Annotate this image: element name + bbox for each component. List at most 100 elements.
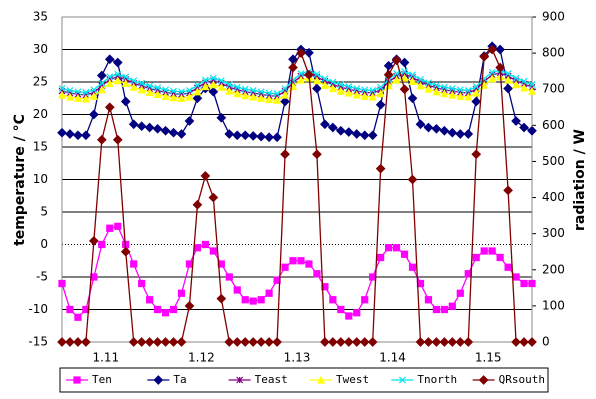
- y2-tick-label: 700: [542, 82, 565, 96]
- marker: [136, 121, 147, 132]
- marker: [281, 263, 289, 271]
- marker: [96, 70, 107, 81]
- marker: [375, 163, 386, 174]
- series-line: [61, 69, 533, 95]
- marker: [169, 305, 178, 314]
- marker: [304, 47, 314, 58]
- marker: [161, 91, 170, 100]
- marker: [463, 129, 474, 139]
- marker: [65, 129, 75, 139]
- y2-tick-label: 300: [542, 226, 565, 240]
- y2-tick-label: 100: [542, 298, 565, 312]
- marker: [168, 337, 179, 347]
- marker: [353, 85, 361, 92]
- marker: [265, 89, 273, 97]
- marker: [335, 125, 346, 136]
- marker: [144, 122, 155, 133]
- marker: [74, 88, 82, 96]
- y2-tick-label: 0: [542, 335, 550, 349]
- marker: [439, 125, 450, 136]
- marker: [232, 337, 243, 347]
- marker: [192, 93, 203, 104]
- marker: [162, 86, 169, 94]
- marker: [400, 73, 409, 82]
- marker: [464, 92, 473, 101]
- marker: [216, 112, 227, 123]
- marker: [527, 337, 537, 347]
- marker: [496, 253, 504, 262]
- marker: [353, 309, 361, 317]
- marker: [367, 337, 378, 347]
- marker: [249, 87, 257, 94]
- marker: [112, 57, 123, 68]
- marker: [471, 96, 482, 107]
- marker: [170, 87, 177, 95]
- marker: [335, 337, 346, 347]
- marker: [416, 81, 425, 90]
- marker: [208, 86, 219, 97]
- marker: [329, 296, 337, 304]
- marker: [57, 127, 67, 138]
- marker: [89, 91, 98, 100]
- marker: [424, 84, 433, 93]
- marker: [201, 82, 210, 91]
- marker: [312, 83, 322, 94]
- marker: [376, 89, 385, 98]
- marker: [272, 337, 282, 347]
- marker: [456, 289, 464, 297]
- marker: [265, 95, 274, 104]
- marker: [472, 88, 481, 97]
- marker: [320, 80, 329, 89]
- marker: [528, 279, 536, 288]
- marker: [114, 222, 122, 230]
- marker: [416, 279, 425, 288]
- marker: [495, 44, 505, 55]
- marker: [90, 86, 98, 94]
- marker: [480, 247, 488, 255]
- marker: [233, 83, 241, 91]
- marker: [448, 85, 456, 92]
- y-tick-label: -15: [28, 335, 48, 349]
- marker: [377, 253, 385, 262]
- marker: [249, 297, 257, 305]
- marker: [193, 244, 202, 252]
- x-tick-label: 1.15: [475, 351, 502, 365]
- marker: [192, 199, 203, 210]
- marker: [312, 149, 322, 160]
- marker: [385, 244, 393, 252]
- marker: [248, 337, 259, 347]
- marker: [345, 83, 353, 90]
- marker: [488, 247, 496, 255]
- marker: [512, 74, 520, 82]
- marker: [146, 82, 154, 90]
- marker: [217, 77, 225, 85]
- marker: [360, 91, 369, 100]
- marker: [130, 77, 138, 85]
- marker: [241, 91, 250, 100]
- marker: [369, 87, 377, 94]
- marker: [233, 286, 241, 294]
- marker: [66, 305, 74, 314]
- marker: [512, 273, 520, 281]
- legend-label: Tnorth: [417, 373, 457, 386]
- marker: [383, 69, 394, 80]
- marker: [128, 337, 139, 347]
- marker: [520, 83, 529, 92]
- y2-tick-label: 900: [542, 10, 565, 24]
- marker: [423, 337, 434, 347]
- marker: [504, 75, 513, 84]
- marker: [256, 131, 267, 142]
- marker: [519, 122, 529, 133]
- marker: [448, 90, 457, 99]
- marker: [58, 85, 66, 92]
- marker: [432, 87, 441, 96]
- marker: [321, 283, 329, 291]
- marker: [82, 305, 90, 314]
- y2-tick-label: 200: [542, 262, 565, 276]
- marker: [288, 62, 298, 73]
- marker: [320, 337, 330, 347]
- marker: [89, 236, 99, 246]
- marker: [73, 130, 83, 141]
- marker: [178, 88, 185, 96]
- marker: [375, 99, 386, 110]
